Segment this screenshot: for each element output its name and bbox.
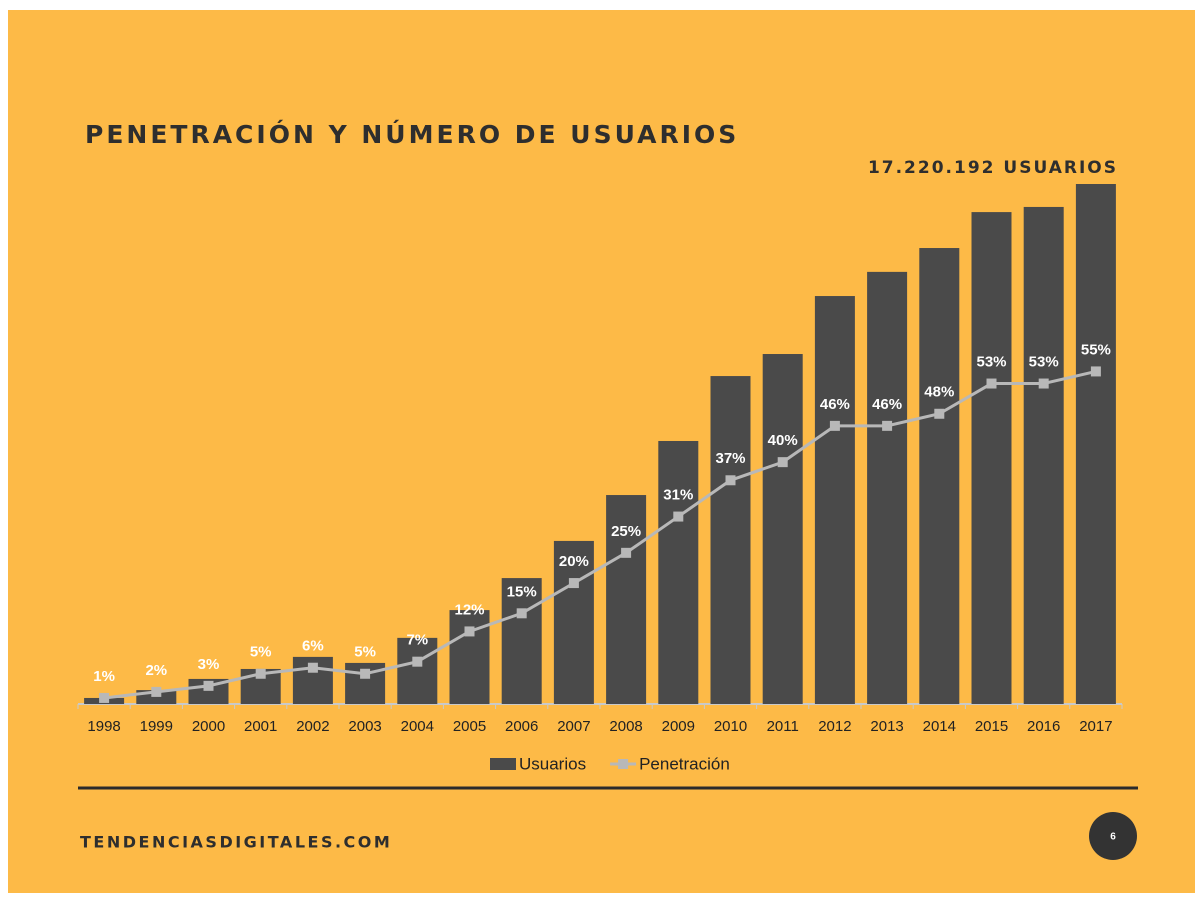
x-tick-label: 1999	[140, 718, 173, 735]
line-marker	[673, 511, 684, 522]
data-label: 53%	[1029, 354, 1059, 371]
bar	[397, 637, 438, 704]
x-tick-label: 2007	[557, 718, 590, 735]
line-marker	[934, 408, 945, 419]
line-marker	[255, 668, 266, 679]
data-label: 46%	[820, 396, 850, 413]
data-label: 5%	[250, 644, 272, 661]
line-marker	[307, 662, 318, 673]
page-number: 6	[1110, 832, 1116, 843]
data-label: 20%	[559, 553, 589, 570]
bar	[1075, 184, 1116, 704]
x-tick-label: 2008	[609, 718, 642, 735]
x-tick-label: 2001	[244, 718, 277, 735]
line-marker	[464, 626, 475, 637]
data-label: 48%	[924, 384, 954, 401]
data-label: 2%	[145, 662, 167, 679]
line	[103, 369, 1097, 700]
data-label: 37%	[715, 450, 745, 467]
line-marker	[151, 686, 162, 697]
footer-site: TENDENCIASDIGITALES.COM	[80, 833, 392, 852]
line-marker	[986, 378, 997, 389]
x-tick-label: 2017	[1079, 718, 1112, 735]
bar	[1023, 206, 1064, 704]
bar	[971, 212, 1012, 704]
line-marker	[1038, 378, 1049, 389]
data-label: 7%	[406, 632, 428, 649]
line-marker	[621, 547, 632, 558]
line-marker	[829, 420, 840, 431]
line-marker	[516, 608, 527, 619]
legend-label: Usuarios	[519, 754, 586, 773]
data-label: 31%	[663, 487, 693, 504]
chart-title: PENETRACIÓN Y NÚMERO DE USUARIOS	[85, 119, 739, 149]
data-label: 12%	[454, 601, 484, 618]
x-tick-label: 2014	[923, 718, 956, 735]
legend-swatch	[490, 758, 516, 770]
x-tick-label: 2006	[505, 718, 538, 735]
data-label: 3%	[198, 656, 220, 673]
bar	[867, 271, 908, 704]
bar	[710, 376, 751, 704]
x-tick-label: 2004	[401, 718, 434, 735]
line-marker	[725, 475, 736, 486]
x-tick-label: 2003	[348, 718, 381, 735]
x-tick-label: 2016	[1027, 718, 1060, 735]
bar	[501, 578, 542, 704]
x-tick-label: 2015	[975, 718, 1008, 735]
bar	[449, 610, 490, 704]
x-tick-label: 1998	[87, 718, 120, 735]
data-label: 40%	[768, 432, 798, 449]
bar	[606, 495, 647, 704]
bar	[658, 440, 699, 704]
data-label: 6%	[302, 638, 324, 655]
bar	[814, 296, 855, 704]
line-marker	[568, 578, 579, 589]
data-label: 53%	[976, 354, 1006, 371]
legend-swatch-marker	[618, 759, 629, 769]
data-label: 55%	[1081, 341, 1111, 358]
line-marker	[1090, 366, 1101, 377]
bar	[553, 540, 594, 704]
bar	[762, 354, 803, 704]
x-tick-label: 2002	[296, 718, 329, 735]
data-label: 5%	[354, 644, 376, 661]
line-marker	[360, 668, 371, 679]
legend-label: Penetración	[639, 754, 730, 773]
page-badge	[1089, 812, 1137, 860]
data-label: 15%	[507, 583, 537, 600]
x-tick-label: 2011	[767, 718, 799, 735]
x-tick-label: 2013	[870, 718, 903, 735]
x-tick-label: 2009	[662, 718, 695, 735]
line-marker	[412, 656, 423, 667]
data-label: 25%	[611, 523, 641, 540]
line-marker	[99, 692, 110, 703]
data-label: 1%	[93, 668, 115, 685]
data-label: 46%	[872, 396, 902, 413]
annotation: 17.220.192 USUARIOS	[868, 158, 1118, 178]
bar	[919, 248, 960, 704]
x-tick-label: 2012	[818, 718, 851, 735]
x-tick-label: 2010	[714, 718, 747, 735]
x-tick-label: 2000	[192, 718, 225, 735]
line-marker	[203, 680, 214, 691]
line-marker	[777, 457, 788, 468]
x-tick-label: 2005	[453, 718, 486, 735]
line-marker	[882, 420, 893, 431]
